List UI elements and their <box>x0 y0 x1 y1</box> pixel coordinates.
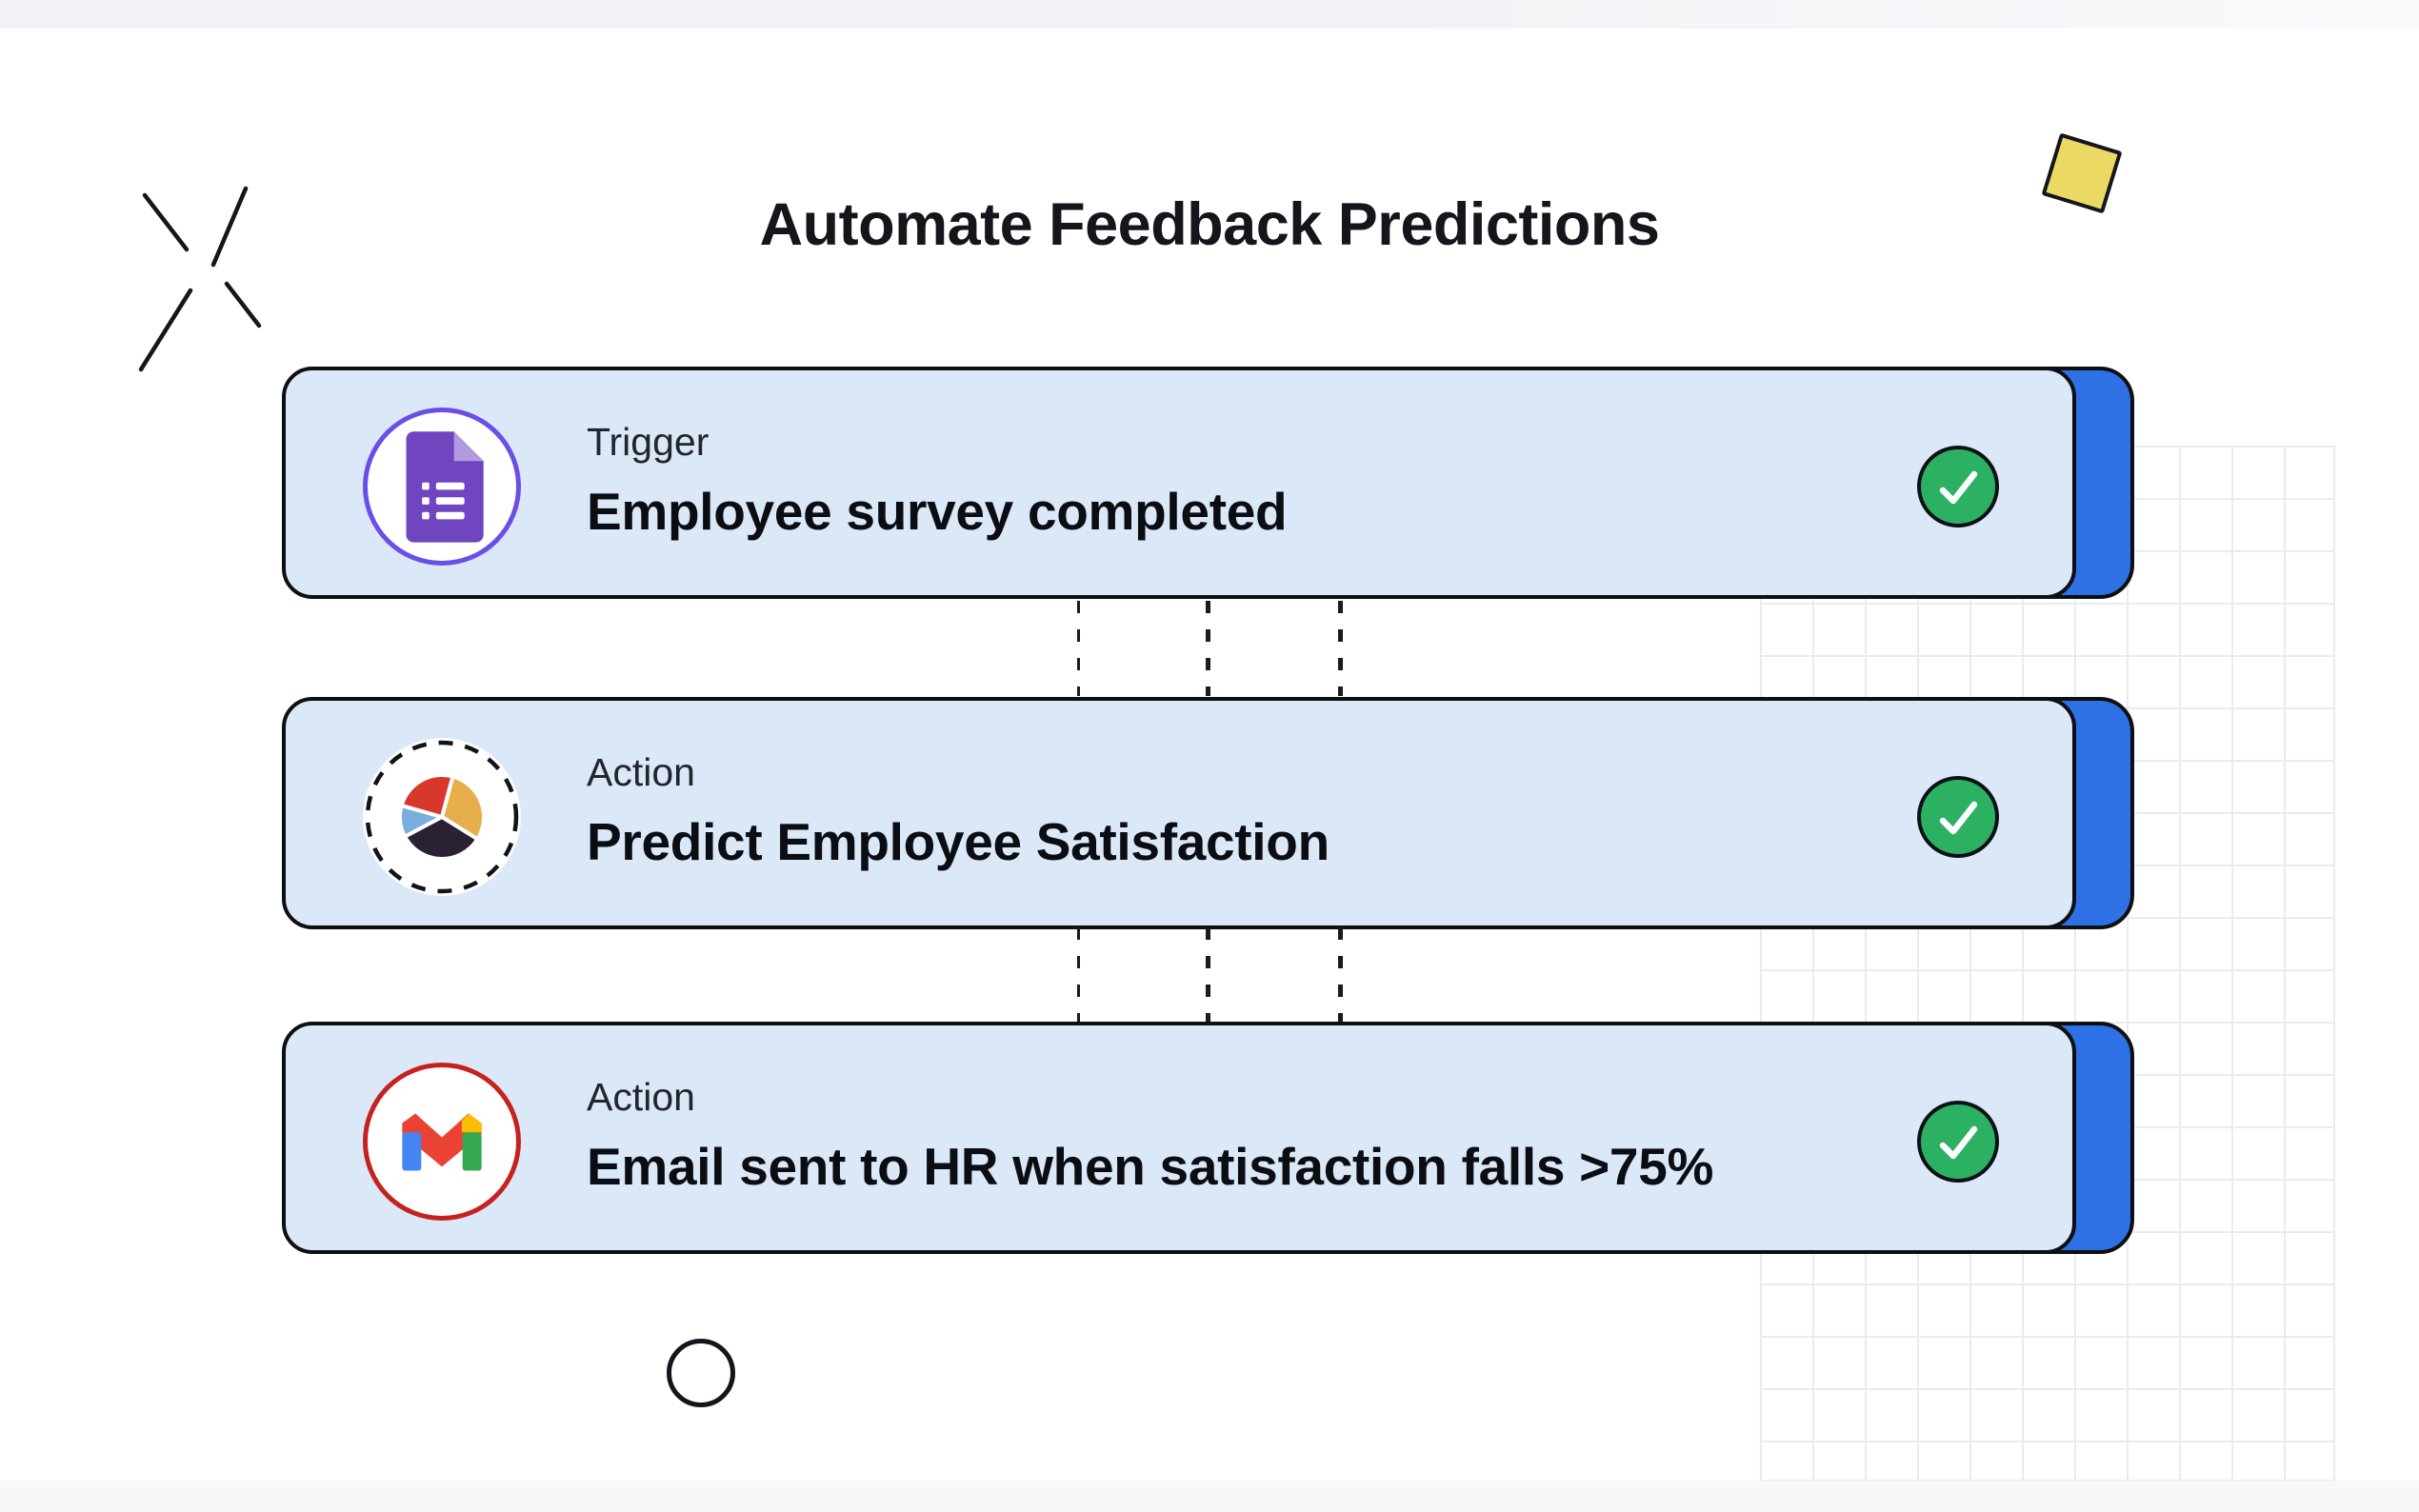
email-action-card: Action Email sent to HR when satisfactio… <box>282 1022 2076 1254</box>
gmail-icon <box>363 1063 521 1221</box>
dashed-connector <box>0 927 2419 1023</box>
step-type-label: Action <box>587 1075 695 1119</box>
page-title: Automate Feedback Predictions <box>759 191 1660 258</box>
predict-action-card: Action Predict Employee Satisfaction <box>282 697 2076 929</box>
step-description: Predict Employee Satisfaction <box>587 812 1329 872</box>
grid-pattern-background <box>1760 446 2335 1482</box>
step-description: Employee survey completed <box>587 482 1288 542</box>
sparkle-lines-icon <box>138 186 262 372</box>
circle-outline-decoration <box>667 1339 735 1407</box>
dashed-connector <box>0 601 2419 696</box>
success-check-icon <box>1916 775 2000 859</box>
step-description: Email sent to HR when satisfaction falls… <box>587 1137 1714 1197</box>
workflow-step-predict[interactable]: Action Predict Employee Satisfaction <box>282 697 2138 929</box>
success-check-icon <box>1916 1100 2000 1184</box>
pie-chart-icon <box>363 738 521 896</box>
google-forms-icon <box>363 408 521 566</box>
bottom-strip <box>0 1481 2419 1512</box>
step-type-label: Trigger <box>587 420 710 464</box>
workflow-step-email[interactable]: Action Email sent to HR when satisfactio… <box>282 1022 2138 1254</box>
step-type-label: Action <box>587 750 695 794</box>
workflow-step-trigger[interactable]: Trigger Employee survey completed <box>282 367 2138 599</box>
top-strip <box>0 0 2419 29</box>
trigger-card: Trigger Employee survey completed <box>282 367 2076 599</box>
success-check-icon <box>1916 445 2000 528</box>
